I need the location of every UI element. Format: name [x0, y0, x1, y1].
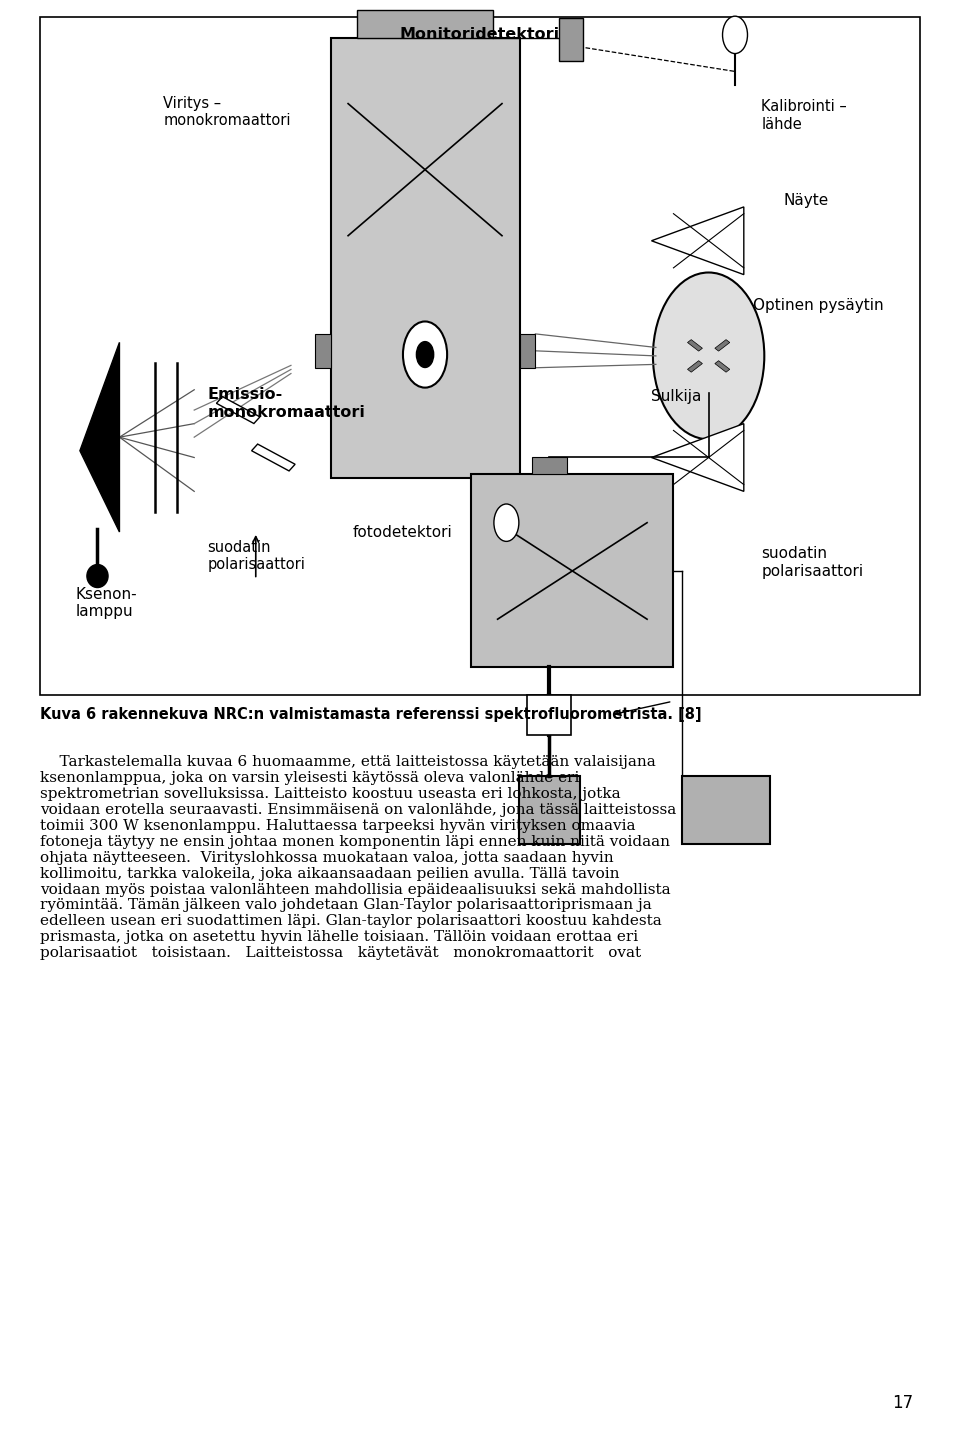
Circle shape — [417, 342, 434, 368]
Polygon shape — [687, 361, 703, 372]
Text: kollimoitu, tarkka valokeila, joka aikaansaadaan peilien avulla. Tällä tavoin: kollimoitu, tarkka valokeila, joka aikaa… — [40, 867, 620, 880]
Text: fotoneja täytyy ne ensin johtaa monen komponentin läpi ennen kuin niitä voidaan: fotoneja täytyy ne ensin johtaa monen ko… — [40, 834, 670, 848]
Polygon shape — [652, 424, 744, 492]
Bar — [527, 695, 571, 735]
Text: prismasta, jotka on asetettu hyvin lähelle toisiaan. Tällöin voidaan erottaa eri: prismasta, jotka on asetettu hyvin lähel… — [40, 930, 638, 945]
Text: toimii 300 W ksenonlamppu. Haluttaessa tarpeeksi hyvän virityksen omaavia: toimii 300 W ksenonlamppu. Haluttaessa t… — [40, 818, 636, 833]
Polygon shape — [687, 339, 703, 351]
Bar — [471, 475, 674, 667]
Text: Kalibrointi –
lähde: Kalibrointi – lähde — [761, 99, 847, 132]
Text: voidaan myös poistaa valonlähteen mahdollisia epäideaalisuuksi sekä mahdollista: voidaan myös poistaa valonlähteen mahdol… — [40, 883, 671, 896]
Bar — [357, 10, 493, 37]
Text: Sulkija: Sulkija — [652, 390, 702, 404]
Text: Kuva 6 rakennekuva NRC:n valmistamasta referenssi spektrofluorometrista. [8]: Kuva 6 rakennekuva NRC:n valmistamasta r… — [40, 707, 702, 722]
Circle shape — [403, 322, 447, 388]
Text: Monitoridetektori: Monitoridetektori — [400, 27, 560, 42]
Text: Ksenon-
lamppu: Ksenon- lamppu — [76, 587, 137, 620]
Polygon shape — [252, 444, 295, 470]
Text: Tarkastelemalla kuvaa 6 huomaamme, että laitteistossa käytetään valaisijana: Tarkastelemalla kuvaa 6 huomaamme, että … — [40, 755, 656, 769]
Text: 17: 17 — [892, 1393, 913, 1412]
Text: suodatin
polarisaattori: suodatin polarisaattori — [207, 539, 305, 572]
Polygon shape — [715, 339, 730, 351]
Polygon shape — [216, 397, 260, 424]
Bar — [330, 37, 519, 477]
Text: edelleen usean eri suodattimen läpi. Glan-taylor polarisaattori koostuu kahdesta: edelleen usean eri suodattimen läpi. Gla… — [40, 915, 662, 929]
Ellipse shape — [87, 565, 108, 588]
Text: ohjata näytteeseen.  Virityslohkossa muokataan valoa, jotta saadaan hyvin: ohjata näytteeseen. Virityslohkossa muok… — [40, 851, 614, 864]
Bar — [40, 17, 920, 695]
Text: voidaan erotella seuraavasti. Ensimmäisenä on valonlähde, jona tässä laitteistos: voidaan erotella seuraavasti. Ensimmäise… — [40, 802, 677, 817]
Polygon shape — [715, 361, 730, 372]
Circle shape — [723, 16, 748, 53]
Polygon shape — [80, 342, 119, 532]
Bar — [315, 334, 330, 368]
Bar — [519, 334, 536, 368]
Polygon shape — [652, 207, 744, 275]
Bar — [518, 777, 580, 844]
Bar — [559, 19, 583, 62]
Text: ksenonlamppua, joka on varsin yleisesti käytössä oleva valonlähde eri: ksenonlamppua, joka on varsin yleisesti … — [40, 771, 580, 785]
Circle shape — [653, 273, 764, 440]
Text: Näyte: Näyte — [783, 193, 828, 207]
Text: Optinen pysäytin: Optinen pysäytin — [753, 298, 883, 312]
Text: Viritys –
monokromaattori: Viritys – monokromaattori — [163, 96, 291, 128]
Text: polarisaatiot   toisistaan.   Laitteistossa   käytetävät   monokromaattorit   ov: polarisaatiot toisistaan. Laitteistossa … — [40, 946, 641, 961]
Text: ryömintää. Tämän jälkeen valo johdetaan Glan-Taylor polarisaattoriprismaan ja: ryömintää. Tämän jälkeen valo johdetaan … — [40, 899, 652, 913]
Circle shape — [493, 503, 518, 541]
Text: fotodetektori: fotodetektori — [352, 525, 452, 539]
Text: suodatin
polarisaattori: suodatin polarisaattori — [761, 546, 864, 578]
Bar — [683, 777, 770, 844]
Text: Emissio-
monokromaattori: Emissio- monokromaattori — [207, 387, 365, 420]
Text: spektrometrian sovelluksissa. Laitteisto koostuu useasta eri lohkosta, jotka: spektrometrian sovelluksissa. Laitteisto… — [40, 787, 621, 801]
Bar — [532, 457, 567, 475]
